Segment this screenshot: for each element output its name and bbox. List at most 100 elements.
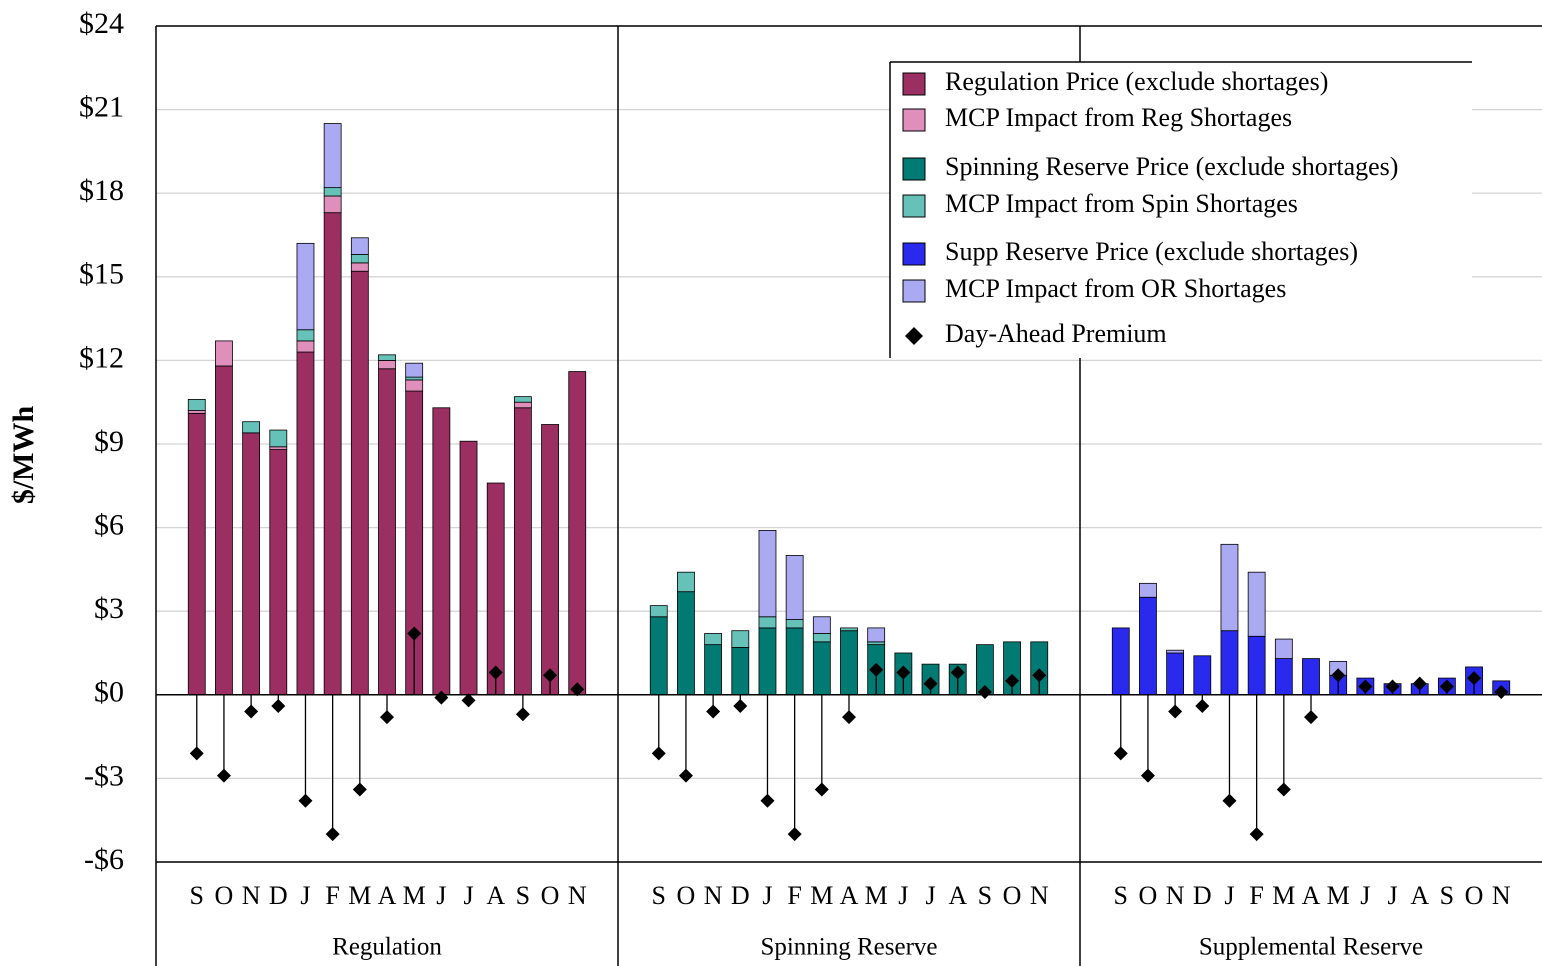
bar-segment — [785, 619, 804, 629]
bar-segment — [1220, 543, 1239, 632]
x-tick-label: O — [1465, 881, 1484, 910]
diamond-marker — [787, 827, 802, 842]
x-tick-label: D — [1193, 881, 1212, 910]
diamond-marker — [651, 746, 666, 761]
bar-segment — [1166, 649, 1185, 654]
bar-segment — [568, 371, 587, 696]
x-tick-label: M — [810, 881, 833, 910]
diamond-marker — [189, 746, 204, 761]
x-tick-label: J — [1224, 881, 1234, 910]
x-tick-label: A — [948, 881, 967, 910]
diamond-marker — [543, 668, 558, 683]
x-tick-label: A — [840, 881, 859, 910]
bar-segment — [840, 627, 858, 632]
x-tick-label: N — [1166, 881, 1185, 910]
y-tick-label: $12 — [79, 341, 124, 374]
diamond-marker — [1249, 827, 1264, 842]
bar-segment — [432, 407, 451, 696]
x-tick-label: N — [1030, 881, 1049, 910]
bar-segment — [405, 362, 424, 378]
bar-segment — [215, 340, 233, 367]
bar-segment — [677, 591, 695, 696]
x-tick-label: S — [1114, 881, 1128, 910]
x-tick-label: F — [1249, 881, 1263, 910]
bar-segment — [187, 399, 206, 411]
diamond-marker — [1439, 679, 1454, 694]
x-tick-label: N — [1492, 881, 1511, 910]
diamond-marker — [271, 698, 286, 713]
bar-segment — [758, 529, 777, 618]
bar-segment — [323, 187, 342, 197]
bar-segment — [215, 365, 233, 696]
bar-segment — [350, 254, 369, 264]
y-tick-label: $3 — [94, 592, 124, 625]
x-tick-label: N — [242, 881, 261, 910]
bar-segment — [867, 641, 886, 646]
legend-swatch — [902, 72, 926, 96]
bar-segment — [296, 351, 315, 696]
bar-segment — [649, 616, 668, 696]
diamond-marker — [1140, 768, 1155, 783]
x-tick-label: J — [436, 881, 446, 910]
diamond-marker — [1195, 698, 1210, 713]
bar-segment — [378, 359, 396, 370]
diamond-marker — [1222, 793, 1237, 808]
legend-swatch — [905, 327, 923, 345]
diamond-marker — [950, 665, 965, 680]
x-tick-label: F — [787, 881, 801, 910]
diamond-marker — [1412, 676, 1427, 691]
y-tick-label: -$6 — [84, 843, 124, 876]
x-tick-label: J — [1360, 881, 1370, 910]
y-tick-label: $21 — [79, 90, 124, 123]
group-label: Spinning Reserve — [760, 934, 937, 961]
bar-segment — [1247, 571, 1266, 637]
x-tick-label: J — [300, 881, 310, 910]
bar-segment — [649, 605, 668, 618]
diamond-marker — [434, 690, 449, 705]
bar-segment — [459, 440, 478, 696]
bar-segment — [1193, 655, 1212, 696]
bar-segment — [378, 354, 396, 361]
bar-segment — [812, 616, 831, 634]
diamond-marker — [869, 662, 884, 677]
x-tick-label: A — [378, 881, 397, 910]
diamond-marker — [1032, 668, 1047, 683]
legend-label: Spinning Reserve Price (exclude shortage… — [945, 152, 1398, 181]
x-tick-label: N — [704, 881, 723, 910]
diamond-marker — [923, 676, 938, 691]
y-tick-label: $9 — [94, 425, 124, 458]
x-tick-label: F — [325, 881, 339, 910]
bar-segment — [840, 630, 858, 696]
legend-swatch — [902, 157, 926, 181]
diamond-marker — [325, 827, 340, 842]
bar-segment — [378, 368, 396, 696]
x-tick-label: A — [486, 881, 505, 910]
bar-segment — [541, 424, 559, 696]
bar-segment — [704, 633, 723, 646]
bar-segment — [785, 555, 804, 620]
x-tick-label: J — [762, 881, 772, 910]
bar-segment — [812, 641, 831, 696]
bar-segment — [486, 482, 505, 696]
legend-label: Day-Ahead Premium — [945, 319, 1167, 348]
diamond-marker — [842, 710, 856, 725]
x-tick-label: M — [1272, 881, 1295, 910]
legend-swatch — [902, 108, 926, 132]
diamond-marker — [733, 698, 748, 713]
bar-segment — [269, 446, 288, 450]
diamond-marker — [298, 793, 313, 808]
bar-segment — [1139, 582, 1157, 598]
bar-segment — [1274, 658, 1293, 696]
bar-segment — [785, 627, 804, 696]
legend-swatch — [902, 279, 926, 303]
bar-segment — [323, 123, 342, 189]
diamond-marker — [706, 704, 721, 719]
bar-segment — [1302, 658, 1320, 696]
bar-segment — [731, 647, 750, 696]
x-tick-label: O — [1139, 881, 1158, 910]
diamond-marker — [1494, 685, 1509, 700]
diamond-marker — [1304, 710, 1318, 725]
legend-label: MCP Impact from OR Shortages — [945, 274, 1286, 303]
y-tick-label: -$3 — [84, 759, 124, 792]
bar-segment — [1166, 652, 1185, 696]
